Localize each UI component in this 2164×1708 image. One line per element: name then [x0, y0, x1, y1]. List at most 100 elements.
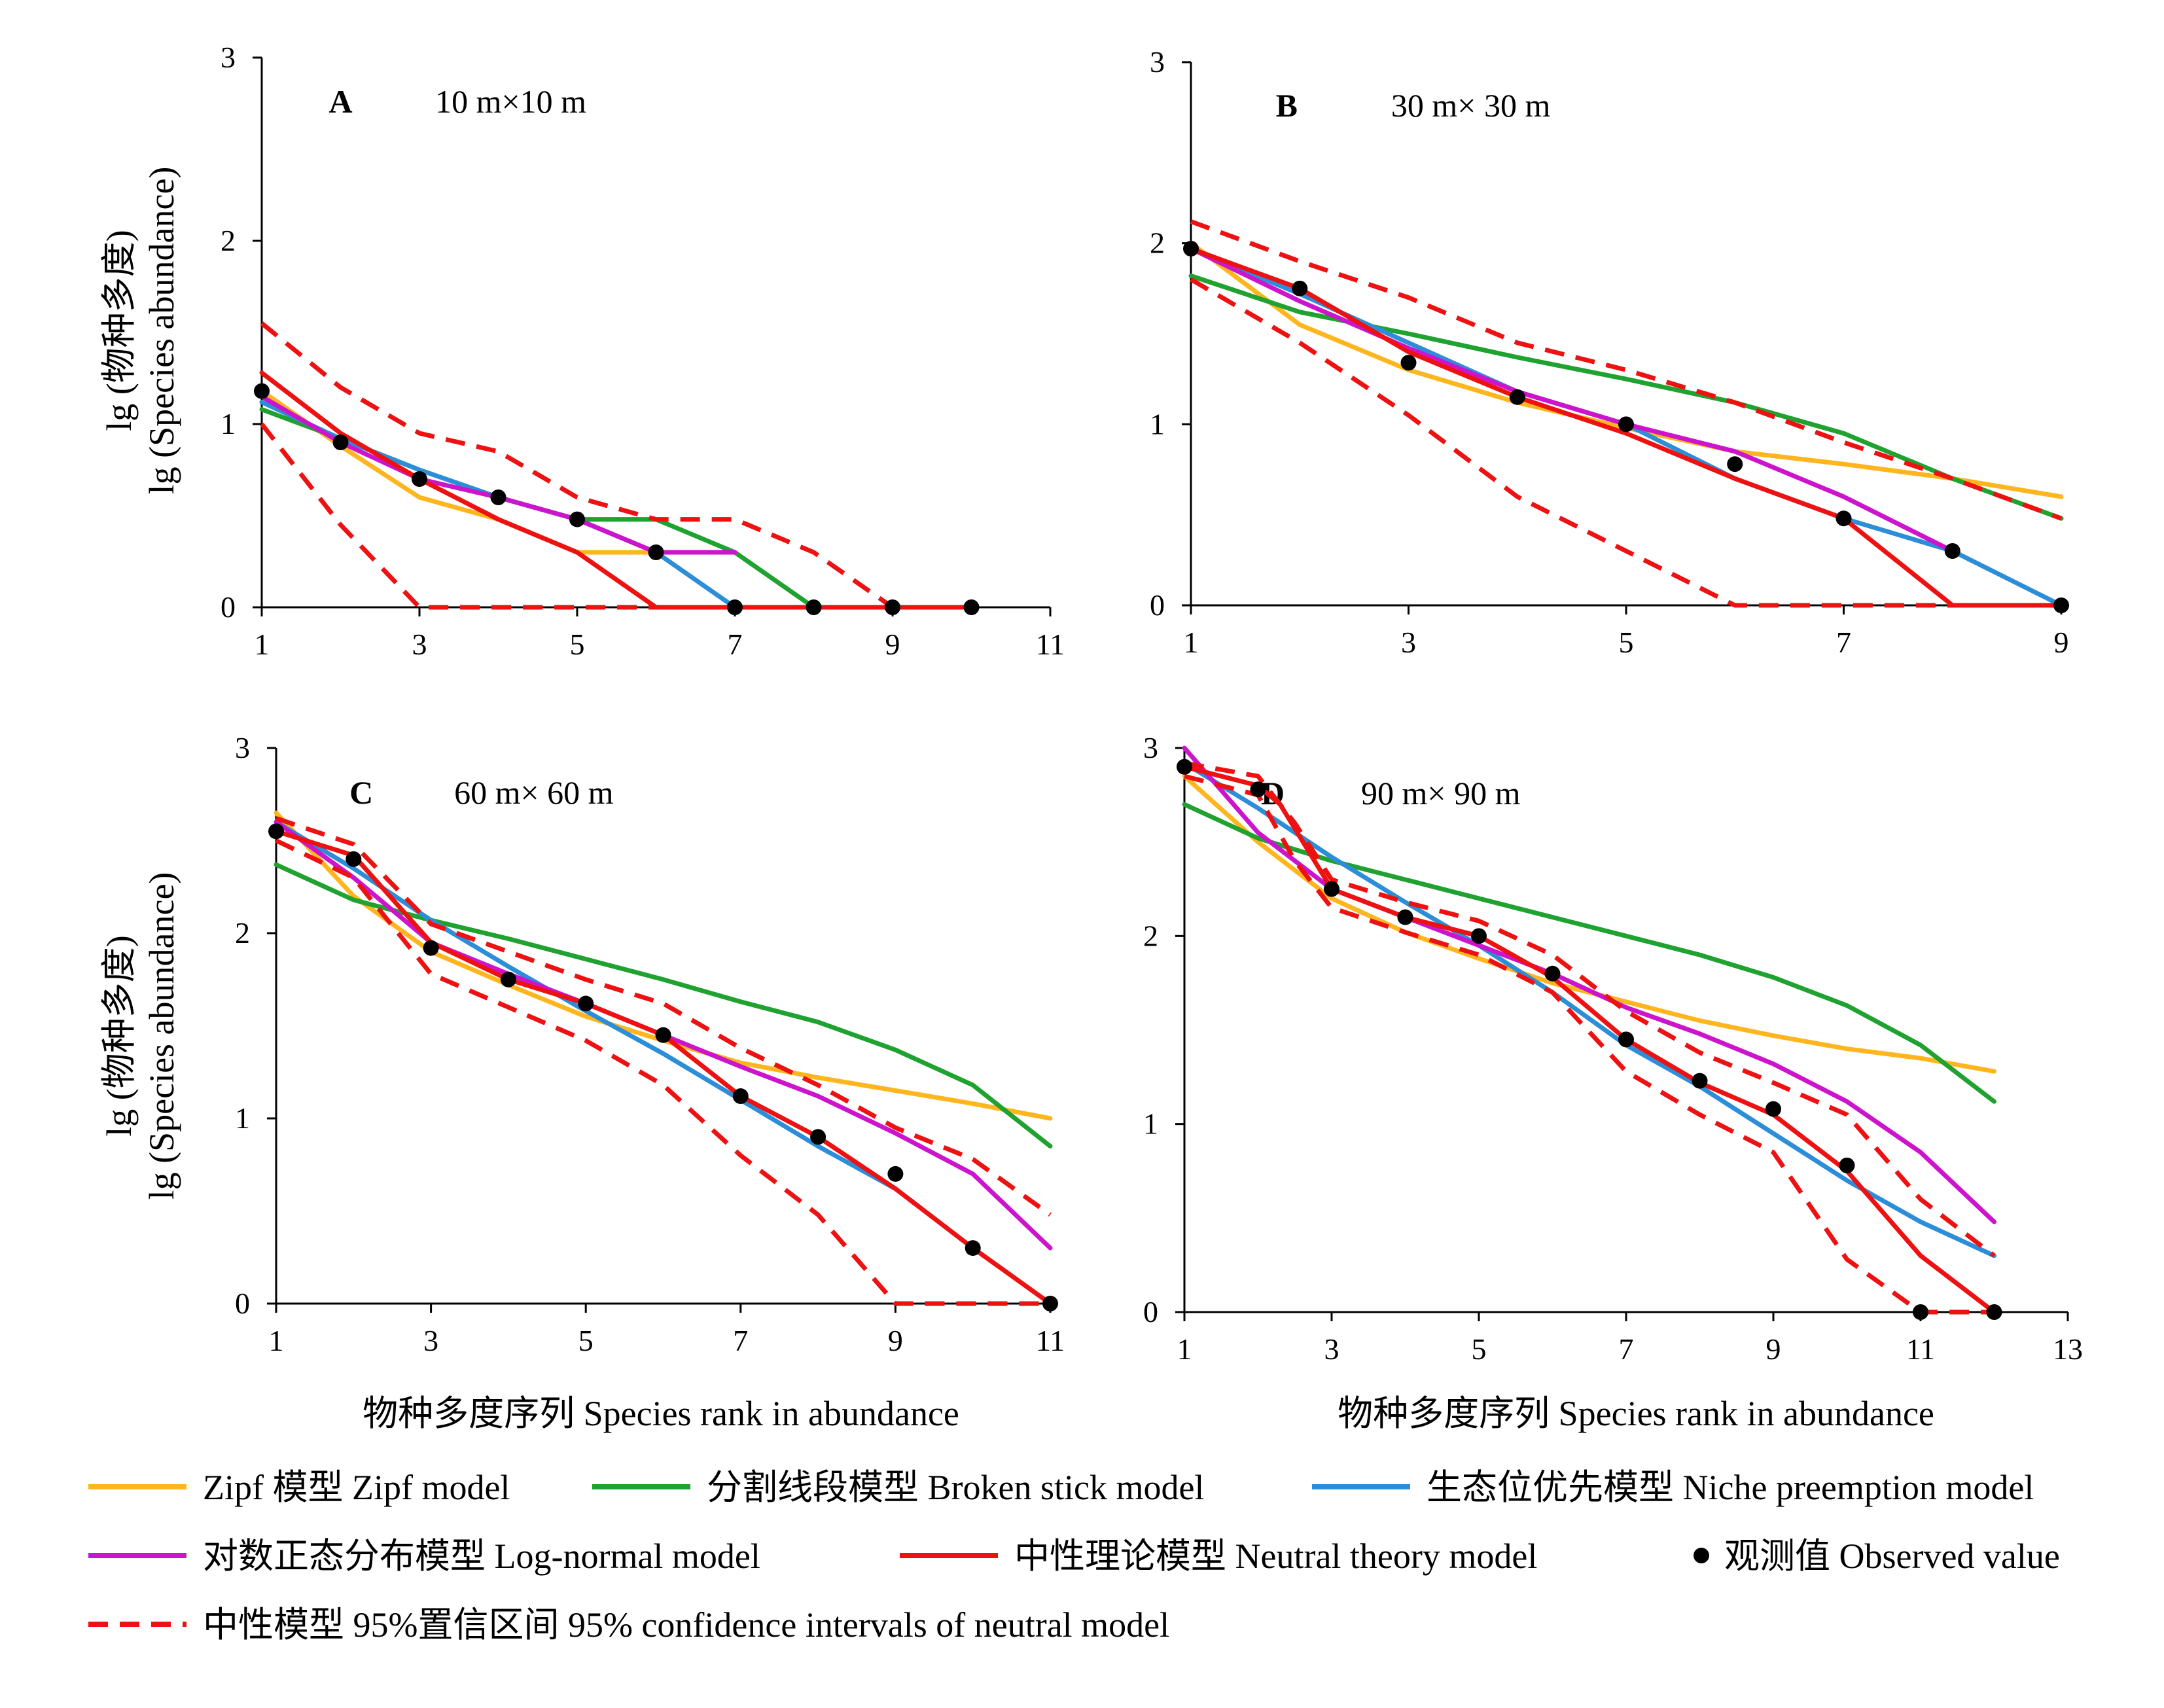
x-tick-label: 9 [885, 628, 900, 661]
ci-upper-series-line [275, 816, 1052, 1217]
x-tick-label: 3 [412, 628, 427, 661]
x-tick-label: 3 [1401, 626, 1416, 659]
zipf-series-line [274, 810, 1053, 1121]
observed-point [648, 544, 664, 560]
y-tick-label: 3 [221, 41, 236, 74]
x-tick-label: 9 [888, 1324, 903, 1357]
x-tick-label: 9 [2054, 626, 2069, 659]
y-tick-label: 0 [1150, 588, 1165, 622]
observed-point [655, 1027, 671, 1043]
broken-series-line [274, 862, 1053, 1148]
zipf-series-line [259, 389, 737, 555]
panel-plot-size: 10 m×10 m [435, 83, 586, 120]
neutral-series-line [1188, 246, 2064, 608]
observed-point [268, 823, 284, 840]
x-tick-label: 1 [1177, 1332, 1192, 1366]
y-tick-label: 0 [221, 590, 236, 624]
observed-point [1618, 1031, 1634, 1048]
x-tick-label: 5 [578, 1324, 594, 1357]
observed-point [500, 971, 516, 987]
y-tick-label: 2 [235, 916, 250, 950]
ci-lower-series-line [275, 838, 1050, 1306]
observed-point [1183, 240, 1199, 257]
x-tick-label: 11 [1036, 1324, 1065, 1357]
observed-point [1324, 881, 1339, 897]
zipf-series-line [1182, 774, 1996, 1074]
zipf-series-line [1188, 241, 2064, 499]
observed-point [1250, 781, 1266, 798]
observed-point [346, 851, 362, 867]
observed-point [2053, 597, 2069, 613]
legend-broken-label: 分割线段模型 Broken stick model [707, 1468, 1204, 1507]
observed-point [1836, 510, 1852, 527]
observed-point [332, 435, 349, 450]
legend-neutral-label: 中性理论模型 Neutral theory model [1014, 1537, 1537, 1576]
y-tick-label: 2 [221, 224, 236, 257]
y-axis-title-cn-top: lg (物种多度) [99, 230, 139, 431]
x-tick-label: 1 [269, 1324, 284, 1357]
ci-lower-series-line [1190, 277, 2061, 608]
ci-upper-series-line [1184, 760, 1996, 1258]
observed-point [412, 471, 427, 487]
observed-point [887, 1165, 904, 1182]
x-tick-label: 5 [570, 628, 585, 661]
y-axis-title-cn-bottom: lg (物种多度) [99, 935, 139, 1136]
x-tick-label: 5 [1472, 1332, 1487, 1366]
panel-plot-size: 90 m× 90 m [1361, 775, 1521, 811]
y-tick-label: 0 [235, 1287, 250, 1320]
observed-point [727, 599, 743, 615]
neutral-series-line [259, 370, 974, 610]
legend-observed-label: 观测值 Observed value [1724, 1537, 2060, 1576]
legend-ci-label: 中性模型 95%置信区间 95% confidence intervals of… [203, 1605, 1169, 1645]
x-tick-label: 3 [1324, 1332, 1339, 1366]
observed-point [965, 1240, 981, 1256]
observed-point [806, 599, 822, 615]
legend-niche-label: 生态位优先模型 Niche preemption model [1427, 1468, 2034, 1507]
y-tick-label: 1 [235, 1101, 250, 1135]
observed-point [1765, 1101, 1781, 1117]
observed-point [1839, 1157, 1855, 1173]
observed-point [1400, 355, 1417, 371]
x-tick-label: 1 [1184, 626, 1199, 659]
observed-point [1692, 1073, 1708, 1089]
legend: Zipf 模型 Zipf model 分割线段模型 Broken stick mo… [88, 1468, 2060, 1645]
x-axis-title-left: 物种多度序列 Species rank in abundance [363, 1394, 959, 1433]
x-tick-label: 7 [733, 1324, 748, 1357]
x-tick-label: 7 [1836, 626, 1851, 659]
observed-point [810, 1129, 826, 1145]
ci-upper-series-line [1190, 219, 2063, 521]
y-tick-label: 3 [1150, 45, 1165, 79]
legend-lognormal-label: 对数正态分布模型 Log-normal model [203, 1537, 760, 1576]
observed-point [1727, 456, 1743, 472]
x-tick-label: 9 [1766, 1332, 1781, 1366]
observed-point [732, 1088, 749, 1105]
observed-point [490, 489, 506, 505]
y-tick-label: 1 [221, 407, 236, 440]
y-axis-title-en-bottom: lg (Species abundance) [142, 872, 181, 1200]
observed-point [569, 511, 585, 527]
x-tick-label: 13 [2053, 1332, 2083, 1366]
observed-point [1618, 416, 1634, 433]
ci-lower-series-line [1184, 774, 1995, 1315]
observed-point [1397, 909, 1413, 925]
lognormal-series-line [1188, 246, 1955, 554]
y-axis-title-en-top: lg (Species abundance) [142, 167, 181, 495]
observed-point [423, 940, 439, 956]
panel-plot-size: 30 m× 30 m [1391, 87, 1551, 124]
y-tick-label: 0 [1143, 1295, 1158, 1328]
x-tick-label: 5 [1619, 626, 1634, 659]
y-tick-label: 3 [1143, 731, 1158, 764]
legend-zipf-label: Zipf 模型 Zipf model [203, 1468, 510, 1507]
neutral-series-line [1182, 764, 1996, 1315]
y-tick-label: 1 [1150, 407, 1165, 440]
observed-point [1986, 1304, 2002, 1320]
legend-observed-marker [1694, 1548, 1709, 1563]
panel-letter: A [328, 83, 352, 120]
x-axis-title-right: 物种多度序列 Species rank in abundance [1338, 1394, 1934, 1433]
observed-point [963, 599, 980, 615]
